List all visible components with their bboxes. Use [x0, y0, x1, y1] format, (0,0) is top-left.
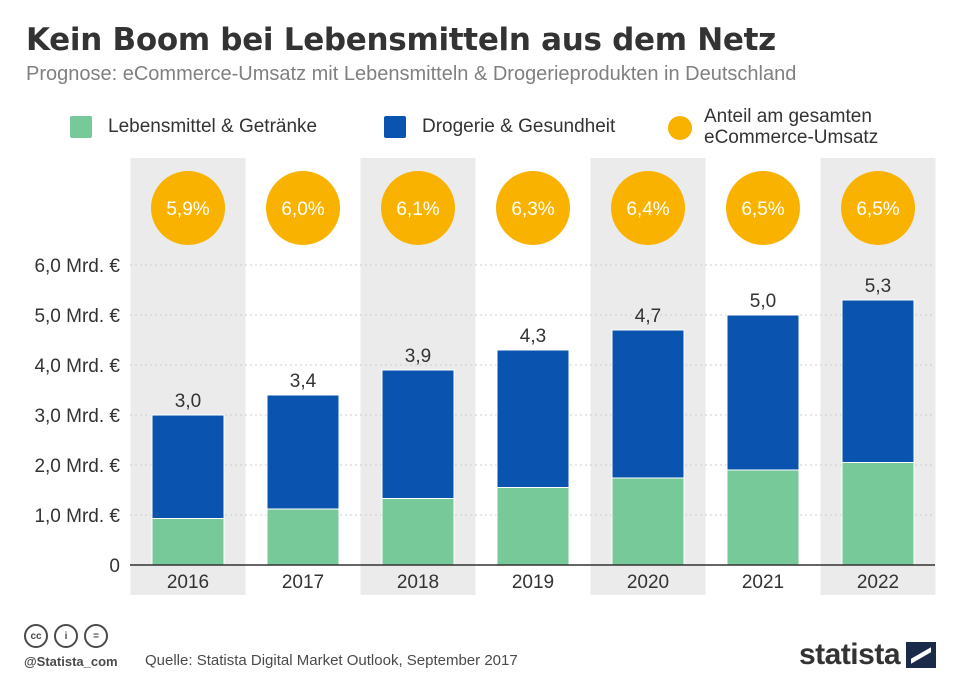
chart-subtitle: Prognose: eCommerce-Umsatz mit Lebensmit… [26, 63, 797, 85]
x-tick-label: 2021 [742, 572, 784, 593]
attribution-icon: i [54, 624, 78, 648]
brand-logo: statista [799, 638, 936, 672]
legend-item-share: Anteil am gesamten eCommerce-Umsatz [668, 106, 904, 148]
y-tick-label: 2,0 Mrd. € [34, 456, 120, 477]
statista-handle: @Statista_com [24, 654, 118, 669]
bar-drug [151, 414, 225, 519]
bar-drug [611, 329, 685, 479]
share-label: 6,0% [281, 199, 324, 220]
legend-item-drug: Drogerie & Gesundheit [384, 106, 615, 138]
share-circle [726, 171, 800, 245]
bar-total-label: 4,3 [520, 326, 546, 347]
share-label: 5,9% [166, 199, 209, 220]
brand-wordmark: statista [798, 638, 901, 671]
x-tick-label: 2022 [857, 572, 899, 593]
x-tick-label: 2017 [282, 572, 324, 593]
share-circle [381, 171, 455, 245]
share-label: 6,3% [511, 199, 554, 220]
share-label: 6,5% [741, 199, 784, 220]
share-circle [266, 171, 340, 245]
legend-label-share: Anteil am gesamten eCommerce-Umsatz [704, 106, 904, 148]
bar-food [496, 487, 570, 566]
y-tick-label: 4,0 Mrd. € [34, 356, 120, 377]
bar-drug [726, 314, 800, 471]
bar-food [381, 498, 455, 566]
legend-swatch-food [70, 116, 92, 138]
legend-label-share-line1: Anteil am gesamten [704, 106, 872, 127]
x-tick-label: 2019 [512, 572, 554, 593]
legend-swatch-share [668, 116, 692, 140]
bar-food [151, 518, 225, 566]
bar-total-label: 3,4 [290, 371, 317, 392]
bar-food [611, 477, 685, 566]
x-tick-label: 2018 [397, 572, 439, 593]
bar-total-label: 5,3 [865, 276, 891, 297]
cc-icon: cc [24, 624, 48, 648]
no-derivatives-icon: = [84, 624, 108, 648]
bar-total-label: 4,7 [635, 306, 661, 327]
bar-food [841, 462, 915, 566]
y-tick-label: 0 [109, 556, 120, 577]
x-tick-label: 2016 [167, 572, 209, 593]
legend: Lebensmittel & Getränke Drogerie & Gesun… [0, 106, 960, 156]
bar-drug [381, 369, 455, 499]
y-tick-label: 3,0 Mrd. € [34, 406, 120, 427]
y-tick-label: 5,0 Mrd. € [34, 306, 120, 327]
share-circle [841, 171, 915, 245]
license-block: cc i = @Statista_com [24, 624, 118, 669]
legend-label-food: Lebensmittel & Getränke [108, 116, 318, 137]
bar-total-label: 5,0 [750, 291, 776, 312]
source-note: Quelle: Statista Digital Market Outlook,… [145, 652, 518, 669]
legend-swatch-drug [384, 116, 406, 138]
share-label: 6,5% [856, 199, 899, 220]
legend-label-drug: Drogerie & Gesundheit [422, 116, 616, 137]
share-label: 6,1% [396, 199, 439, 220]
share-circle [496, 171, 570, 245]
statista-logo-icon [906, 642, 936, 668]
legend-label-share-line2: eCommerce-Umsatz [704, 127, 879, 148]
legend-item-food: Lebensmittel & Getränke [70, 106, 317, 138]
share-circle [151, 171, 225, 245]
y-tick-label: 1,0 Mrd. € [34, 506, 120, 527]
bar-food [266, 508, 340, 566]
chart-title: Kein Boom bei Lebensmitteln aus dem Netz [26, 22, 776, 58]
bar-drug [841, 299, 915, 463]
x-tick-label: 2020 [627, 572, 669, 593]
share-circle [611, 171, 685, 245]
bar-total-label: 3,0 [175, 391, 201, 412]
y-tick-label: 6,0 Mrd. € [34, 256, 120, 277]
bar-food [726, 469, 800, 566]
share-label: 6,4% [626, 199, 669, 220]
bar-drug [266, 394, 340, 510]
bar-drug [496, 349, 570, 488]
bar-total-label: 3,9 [405, 346, 431, 367]
